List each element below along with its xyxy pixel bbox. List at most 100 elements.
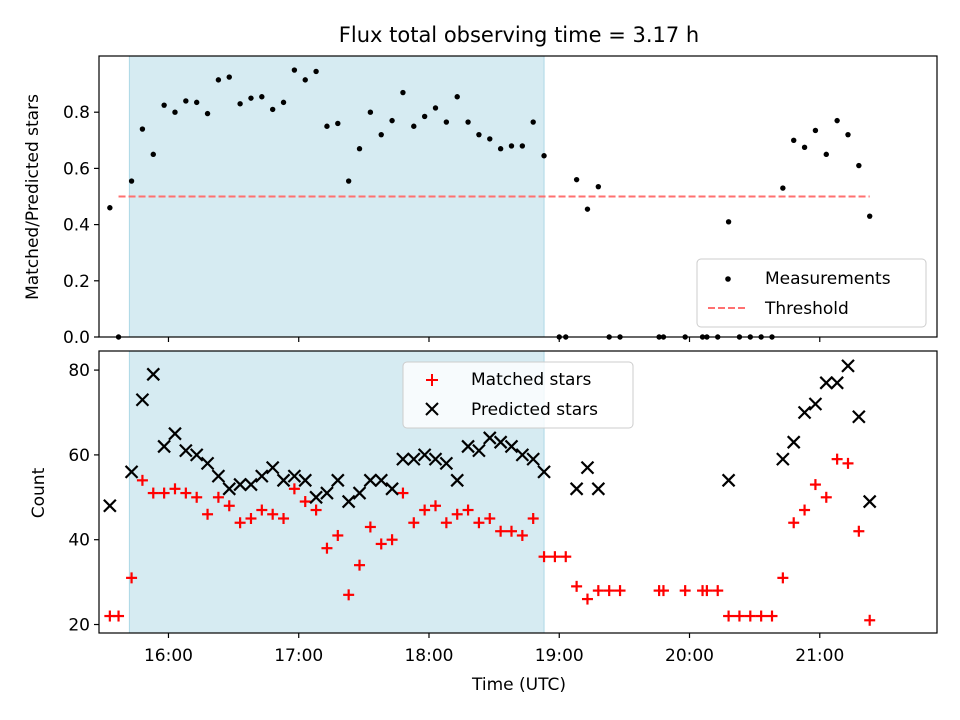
measurement-point <box>411 123 417 129</box>
predicted-star-point <box>569 482 584 496</box>
measurement-point <box>248 95 254 101</box>
measurement-point <box>335 120 341 127</box>
predicted-star-point <box>374 473 389 488</box>
matched-star-point <box>191 491 203 503</box>
matched-star-point <box>788 517 800 529</box>
matched-star-point <box>484 513 496 525</box>
predicted-star-point <box>331 473 345 488</box>
legend-measurements-label: Measurements <box>765 269 891 289</box>
bottom-x-ticks: 16:00 17:00 18:00 19:00 20:00 21:00 <box>144 633 844 666</box>
matched-star-point <box>321 542 333 554</box>
measurement-point <box>454 94 460 100</box>
matched-star-point <box>419 504 431 516</box>
predicted-star-point <box>526 452 540 466</box>
predicted-star-point <box>591 482 606 496</box>
measurement-point <box>259 94 265 100</box>
matched-star-point <box>712 585 724 597</box>
matched-star-point <box>777 572 789 584</box>
matched-star-point <box>571 580 583 592</box>
matched-star-point <box>202 508 214 520</box>
measurement-point <box>324 123 330 129</box>
measurement-point <box>183 98 189 104</box>
y-tick-label: 0.0 <box>63 328 90 348</box>
matched-star-point <box>386 534 398 546</box>
matched-star-point <box>147 487 159 499</box>
x-tick-label: 19:00 <box>535 646 584 666</box>
matched-star-point <box>440 517 452 529</box>
predicted-star-point <box>179 443 193 458</box>
top-legend: Measurements Threshold <box>696 258 927 328</box>
predicted-star-point <box>721 473 736 488</box>
predicted-star-point <box>200 456 215 471</box>
predicted-star-point <box>135 392 150 407</box>
y-tick-label: 80 <box>68 361 90 381</box>
predicted-star-point <box>808 397 823 411</box>
matched-star-point <box>820 491 832 503</box>
measurement-point <box>725 219 732 225</box>
top-panel: 0.00.20.40.60.8 Matched/Predicted stars … <box>23 55 938 348</box>
matched-star-point <box>505 525 517 537</box>
predicted-star-point <box>776 452 790 466</box>
measurement-point <box>313 68 319 75</box>
matched-star-point <box>299 496 311 508</box>
matched-star-point <box>799 504 811 516</box>
predicted-star-point <box>222 482 237 496</box>
measurement-point <box>150 151 156 158</box>
matched-star-point <box>397 487 409 499</box>
y-tick-label: 60 <box>68 446 90 466</box>
measurement-point <box>432 105 439 111</box>
predicted-star-point <box>244 477 258 492</box>
measurement-point <box>226 74 232 80</box>
matched-star-point <box>581 593 593 605</box>
matched-star-point <box>343 589 355 601</box>
matched-star-point <box>592 585 604 597</box>
matched-star-point <box>733 610 745 622</box>
matched-star-point <box>169 483 181 495</box>
matched-star-point <box>723 610 735 622</box>
predicted-star-point <box>841 359 855 373</box>
matched-star-point <box>701 585 713 597</box>
matched-star-point <box>288 483 300 495</box>
measurement-point <box>780 185 786 191</box>
measurement-point <box>834 117 840 124</box>
predicted-star-point <box>786 435 801 449</box>
matched-star-point <box>560 551 572 563</box>
predicted-star-point <box>493 435 508 449</box>
legend-predicted-label: Predicted stars <box>471 400 598 420</box>
measurement-point <box>367 109 374 115</box>
measurement-point <box>378 131 384 138</box>
matched-star-point <box>364 521 376 533</box>
matched-star-point <box>332 529 344 541</box>
measurement-point <box>487 136 493 142</box>
matched-star-point <box>831 453 843 465</box>
matched-star-point <box>853 525 865 537</box>
bottom-legend: Matched stars Predicted stars <box>402 361 634 429</box>
predicted-star-point <box>276 473 291 488</box>
predicted-star-point <box>168 426 182 441</box>
measurement-point <box>128 178 135 184</box>
measurement-point <box>291 67 298 73</box>
legend-matched-label: Matched stars <box>471 370 591 390</box>
matched-star-point <box>256 504 268 516</box>
matched-star-point <box>603 585 615 597</box>
measurement-point <box>584 206 591 212</box>
measurement-point <box>497 146 504 152</box>
legend-predicted-marker <box>425 402 439 416</box>
matched-star-point <box>430 500 442 512</box>
measurement-point <box>204 110 211 117</box>
measurement-point <box>541 153 547 159</box>
measurement-point <box>269 106 276 113</box>
predicted-star-point <box>472 443 486 458</box>
y-tick-label: 40 <box>68 531 90 551</box>
y-tick-label: 0.2 <box>63 272 90 292</box>
predicted-star-point <box>352 486 367 500</box>
predicted-star-point <box>255 469 269 483</box>
legend-threshold-label: Threshold <box>764 299 849 319</box>
measurement-point <box>215 77 222 83</box>
matched-star-point <box>766 610 778 622</box>
x-tick-label: 20:00 <box>665 646 714 666</box>
measurement-point <box>443 119 450 125</box>
bottom-plot-frame <box>98 350 938 634</box>
